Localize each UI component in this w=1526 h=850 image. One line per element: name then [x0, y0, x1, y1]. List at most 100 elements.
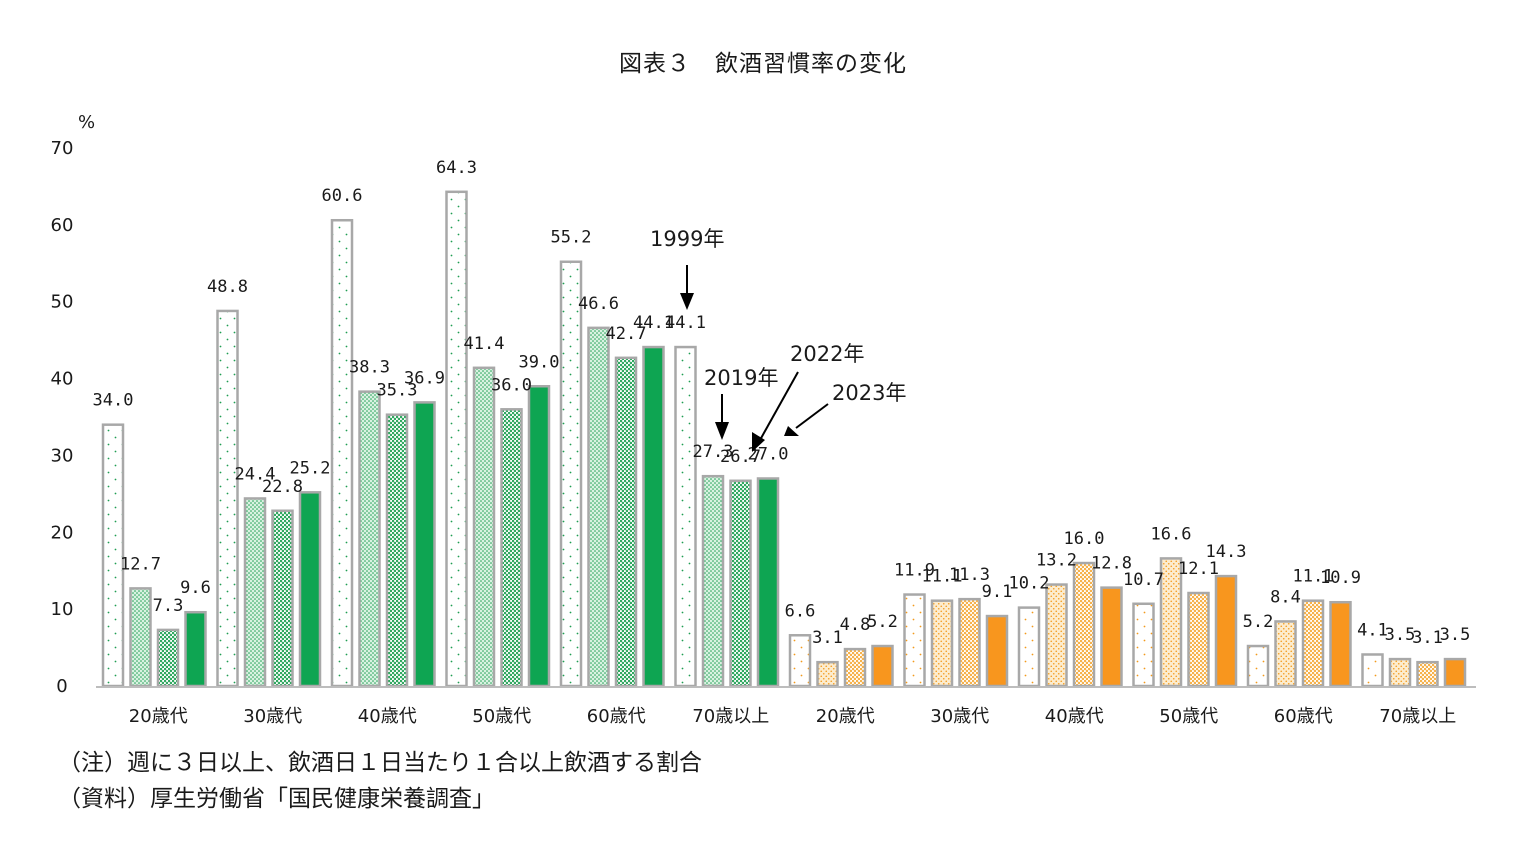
data-label: 9.1: [982, 582, 1013, 602]
data-label: 5.2: [1243, 612, 1274, 632]
data-label: 35.3: [377, 381, 418, 401]
bar-1999年-3: [445, 190, 468, 688]
y-tick-label: 70: [51, 138, 74, 159]
bar-2023年-3: [527, 385, 551, 688]
data-label: 11.9: [894, 561, 935, 581]
data-label: 36.9: [404, 368, 445, 388]
bar-1999年-11: [1361, 653, 1384, 688]
data-label: 16.0: [1064, 529, 1105, 549]
data-label: 60.6: [322, 186, 363, 206]
data-label: 48.8: [207, 277, 248, 297]
footnotes: （注）週に３日以上、飲酒日１日当たり１合以上飲酒する割合 （資料）厚生労働省「国…: [58, 745, 702, 817]
bar-2023年-11: [1443, 657, 1467, 688]
arrow-head-2022: [752, 432, 765, 452]
data-label: 8.4: [1270, 587, 1301, 607]
bar-1999年-9: [1132, 602, 1155, 688]
y-tick-label: 40: [51, 369, 74, 390]
x-category-label: 40歳代: [1045, 706, 1104, 727]
data-label: 3.5: [1385, 625, 1416, 645]
data-label: 44.1: [665, 313, 706, 333]
data-label: 55.2: [551, 228, 592, 248]
bar-2022年-3: [500, 408, 523, 688]
chart-title: 図表３ 飲酒習慣率の変化: [619, 51, 907, 77]
annotation-2023: 2023年: [832, 381, 906, 405]
bar-2022年-10: [1301, 599, 1325, 688]
x-category-label: 60歳代: [587, 706, 646, 727]
bar-1999年-8: [1017, 606, 1041, 688]
arrow-head-1999: [680, 293, 694, 310]
bar-2022年-4: [614, 356, 638, 688]
data-label: 6.6: [785, 601, 816, 621]
data-labels: 34.0 48.8 60.6 64.3 55.2 44.1 6.6 11.9 10.2 10.7 5…: [93, 158, 1471, 648]
data-label: 9.6: [180, 578, 211, 598]
bar-1999年-7: [903, 593, 926, 688]
data-label: 36.0: [491, 375, 532, 395]
bar-2022年-11: [1416, 660, 1439, 688]
bar-2019年-10: [1274, 620, 1297, 688]
annotations: 1999年 2019年 2022年 2023年: [650, 227, 906, 452]
data-label: 13.2: [1036, 551, 1077, 571]
arrow-2022: [759, 371, 799, 441]
bar-2019年-6: [816, 660, 839, 688]
x-category-label: 50歳代: [472, 706, 531, 727]
bar-2023年-0: [184, 610, 207, 688]
bar-2019年-3: [472, 366, 496, 688]
y-axis-ticks: 0 10 20 30 40 50 60 70: [51, 138, 74, 697]
y-tick-label: 50: [51, 292, 74, 313]
arrow-2023: [795, 403, 829, 429]
x-category-label: 70歳以上: [1379, 706, 1456, 727]
bar-1999年-6: [788, 634, 812, 688]
bar-2022年-2: [385, 413, 409, 688]
data-label: 3.5: [1440, 625, 1471, 645]
annotation-2019: 2019年: [704, 366, 778, 390]
bar-2023年-5: [756, 477, 780, 688]
bar-2022年-8: [1072, 561, 1096, 688]
data-label: 24.4: [235, 464, 276, 484]
bar-2019年-2: [358, 390, 381, 688]
bar-2023年-6: [871, 644, 894, 688]
data-label: 10.2: [1009, 574, 1050, 594]
arrow-head-2023: [784, 426, 799, 436]
bar-2022年-7: [958, 597, 981, 688]
bar-2019年-5: [701, 474, 725, 688]
bar-1999年-2: [330, 218, 354, 688]
bar-2022年-0: [156, 628, 180, 688]
bar-2019年-11: [1388, 657, 1412, 688]
bar-2023年-8: [1100, 586, 1123, 688]
category-labels: 20歳代 30歳代 40歳代 50歳代 60歳代 70歳以上 20歳代 30歳代 40歳代 50歳…: [129, 706, 1456, 727]
bar-2019年-7: [930, 599, 954, 688]
data-label: 11.1: [1293, 567, 1334, 587]
x-category-label: 60歳代: [1274, 706, 1333, 727]
bar-1999年-4: [559, 260, 583, 688]
x-category-label: 50歳代: [1159, 706, 1218, 727]
y-tick-label: 10: [51, 599, 74, 620]
data-label: 39.0: [519, 352, 560, 372]
data-label: 12.7: [120, 554, 161, 574]
data-label: 11.3: [949, 565, 990, 585]
data-label: 3.1: [1412, 628, 1443, 648]
data-label: 3.1: [812, 628, 843, 648]
data-label: 42.7: [606, 324, 647, 344]
bar-1999年-1: [216, 309, 239, 688]
x-category-label: 30歳代: [930, 706, 989, 727]
data-label: 25.2: [290, 458, 331, 478]
bar-2019年-4: [587, 326, 610, 688]
data-label: 44.1: [633, 313, 674, 333]
bar-chart: % 0 10 20 30 40 50 60 70 34.0 48.8 60.6 64.3 55.2 44…: [51, 112, 1476, 727]
data-label: 5.2: [867, 612, 898, 632]
bar-2022年-5: [729, 479, 752, 688]
bar-2023年-10: [1329, 600, 1352, 688]
bar-2022年-6: [843, 647, 867, 688]
y-tick-label: 60: [51, 215, 74, 236]
bar-1999年-5: [674, 345, 697, 688]
data-label: 46.6: [578, 294, 619, 314]
data-label: 12.8: [1091, 554, 1132, 574]
bar-2023年-9: [1214, 574, 1238, 688]
bar-2023年-2: [413, 401, 436, 688]
annotation-2022: 2022年: [790, 342, 864, 366]
bar-2022年-1: [271, 509, 294, 688]
data-label: 27.0: [748, 444, 789, 464]
x-category-label: 30歳代: [243, 706, 302, 727]
source-text: （資料）厚生労働省「国民健康栄養調査」: [58, 786, 495, 812]
data-label: 7.3: [153, 596, 184, 616]
